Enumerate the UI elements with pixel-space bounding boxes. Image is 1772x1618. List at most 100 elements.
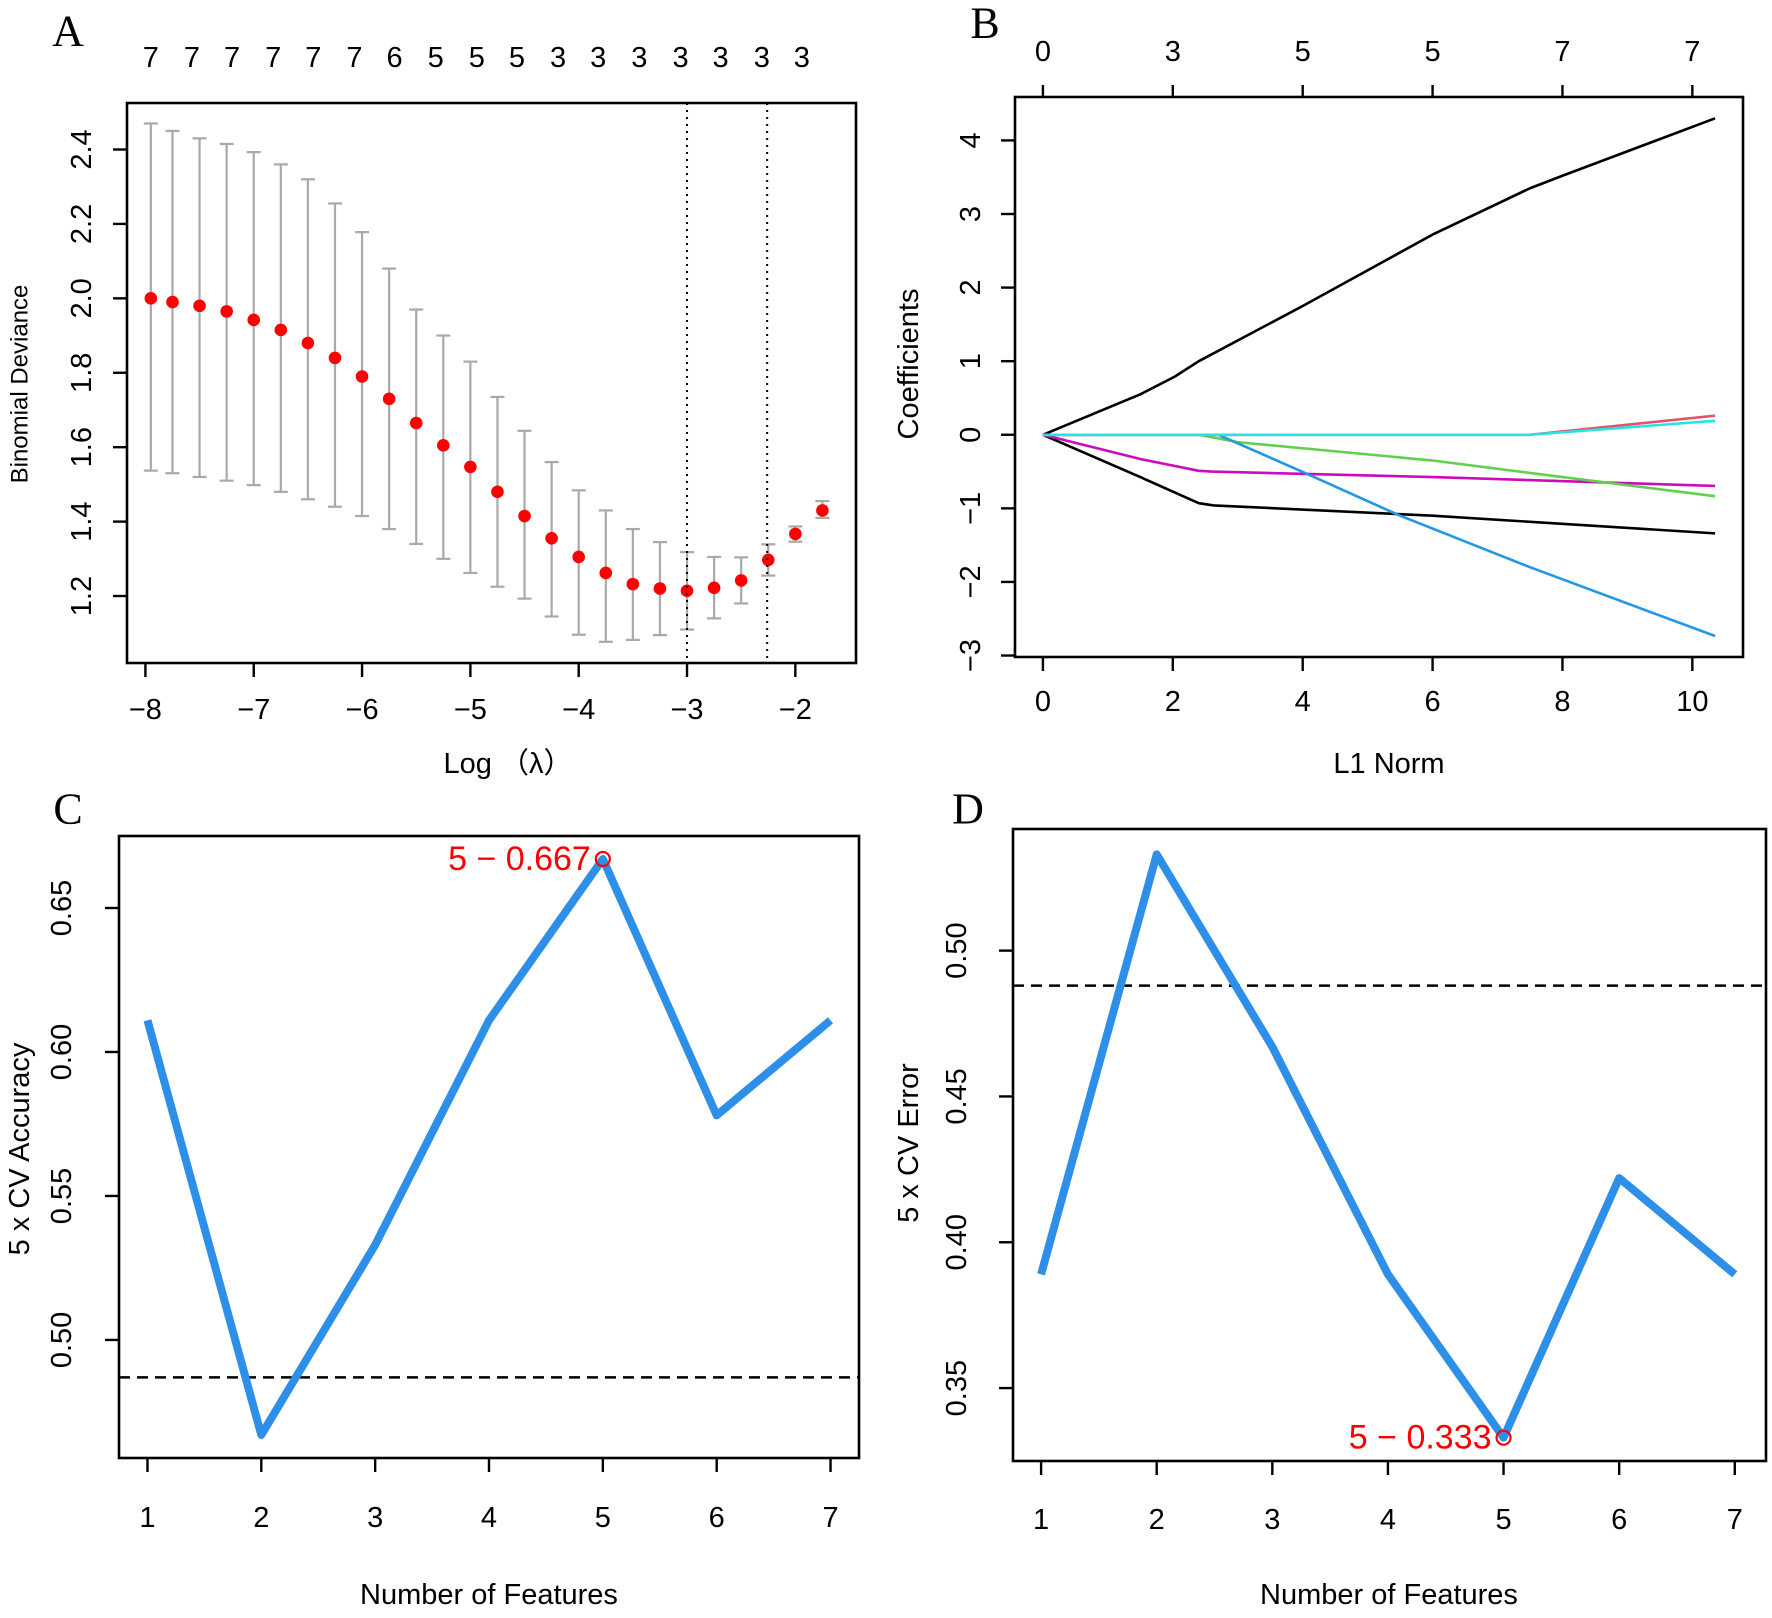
coef-path-var-red [1042, 414, 1716, 437]
mean-deviance-point [761, 553, 775, 567]
top-axis-label: 5 [1295, 36, 1311, 68]
mean-deviance-point [518, 509, 531, 523]
mean-deviance-point [409, 416, 423, 430]
mean-deviance-point [193, 299, 206, 313]
coef-path-var-black-up [1042, 117, 1716, 436]
mean-deviance-point [626, 577, 640, 591]
y-tick-label: 1.2 [66, 576, 98, 616]
top-axis-label: 7 [143, 42, 159, 74]
top-axis-label: 7 [184, 42, 200, 74]
mean-deviance-point [328, 351, 342, 365]
optimum-label: 5 − 0.333 [1349, 1419, 1492, 1457]
top-axis-label: 0 [1035, 36, 1051, 68]
top-axis-label: 5 [509, 42, 525, 74]
y-tick-label: 0.35 [941, 1360, 973, 1416]
optimum-marker [1495, 1429, 1512, 1446]
coef-path-var-blue [1042, 433, 1716, 638]
x-axis-title: Log （λ） [444, 748, 573, 780]
mean-deviance-point [247, 313, 261, 327]
y-tick-label: 0.45 [941, 1068, 973, 1124]
y-tick-label: −2 [955, 565, 987, 598]
y-tick-label: 3 [955, 206, 987, 222]
cv-series-line [143, 855, 834, 1439]
x-axis-title: L1 Norm [1333, 748, 1444, 780]
top-axis-label: 5 [1425, 36, 1441, 68]
y-tick-label: 0 [955, 427, 987, 443]
x-tick-label: 5 [1495, 1504, 1511, 1536]
x-tick-label: 10 [1676, 686, 1708, 718]
top-axis-label: 7 [305, 42, 321, 74]
x-tick-label: −6 [346, 694, 379, 726]
panel-c: C 5 − 0.667 1 2 3 4 5 6 7 0.50 0.55 0.60 0.65 Number … [4, 785, 861, 1611]
mean-deviance-point [572, 550, 585, 564]
x-tick-label: 3 [1264, 1504, 1280, 1536]
top-axis-label: 3 [590, 42, 606, 74]
y-tick-label: 2 [955, 280, 987, 296]
mean-deviance-point [491, 485, 504, 499]
panel-letter: D [952, 785, 984, 834]
x-tick-label: 1 [1033, 1504, 1049, 1536]
mean-deviance-point [464, 460, 477, 474]
x-axis-title: Number of Features [360, 1579, 618, 1611]
mean-deviance-point [545, 532, 558, 545]
top-axis-label: 3 [631, 42, 647, 74]
x-tick-label: 2 [253, 1502, 269, 1534]
x-tick-label: 6 [709, 1502, 725, 1534]
x-tick-label: 2 [1165, 686, 1181, 718]
mean-deviance-point [301, 336, 315, 350]
y-tick-label: 1.4 [66, 501, 98, 541]
x-tick-label: 1 [139, 1502, 155, 1534]
mean-deviance-point [274, 323, 288, 337]
mean-deviance-point [816, 504, 829, 517]
top-axis-label: 7 [1684, 36, 1700, 68]
top-axis-label: 7 [1554, 36, 1570, 68]
y-tick-label: 0.65 [46, 880, 78, 936]
x-axis-title: Number of Features [1260, 1579, 1518, 1611]
plot-box [117, 834, 861, 1460]
top-axis-label: 3 [713, 42, 729, 74]
y-axis-title: 5 x CV Accuracy [4, 1042, 36, 1255]
mean-deviance-point [707, 581, 721, 595]
top-axis-label: 7 [346, 42, 362, 74]
y-tick-label: 1 [955, 353, 987, 369]
cv-series-line [1037, 850, 1738, 1442]
x-tick-label: 4 [481, 1502, 497, 1534]
y-axis-title: Coefficients [893, 289, 925, 440]
mean-deviance-point [734, 574, 748, 587]
mean-deviance-point [436, 439, 450, 452]
optimum-marker [594, 850, 611, 868]
top-axis-label: 3 [754, 42, 770, 74]
x-tick-label: 5 [595, 1502, 611, 1534]
y-tick-label: 4 [955, 132, 987, 148]
top-axis-label: 5 [428, 42, 444, 74]
plot-box [125, 101, 858, 665]
y-tick-label: 0.55 [46, 1168, 78, 1224]
top-axis-label: 3 [550, 42, 566, 74]
y-tick-label: −1 [955, 492, 987, 525]
mean-deviance-point [144, 292, 158, 305]
y-axis-title: 5 x CV Error [893, 1063, 925, 1223]
x-tick-label: 8 [1554, 686, 1570, 718]
top-axis-label: 3 [672, 42, 688, 74]
plot-box [1013, 95, 1745, 659]
panel-b: B 0 2 4 6 8 10 −3 −2 −1 0 1 2 3 4 0 3 5 5 7 7 L1 Norm Coeffici… [893, 0, 1745, 780]
mean-deviance-point [355, 370, 369, 383]
top-axis-label: 3 [1165, 36, 1181, 68]
mean-deviance-point [789, 527, 802, 541]
x-tick-label: 7 [1727, 1504, 1743, 1536]
y-tick-label: 0.60 [46, 1024, 78, 1080]
x-tick-label: 3 [367, 1502, 383, 1534]
mean-deviance-point [220, 305, 233, 318]
y-tick-label: 2.0 [66, 278, 98, 318]
panel-a: A−8 −7 −6 −5 −4 −3 −21.21.41.61.82.02.22.47 7 7 7… [7, 7, 858, 780]
top-axis-label: 6 [386, 42, 402, 74]
y-tick-label: 0.50 [941, 922, 973, 978]
top-axis-label: 3 [794, 42, 810, 74]
y-axis-title: Binomial Deviance [7, 285, 34, 484]
optimum-label: 5 − 0.667 [448, 840, 591, 878]
panel-letter: C [53, 785, 82, 834]
coef-path-var-black-down [1042, 433, 1716, 535]
y-tick-label: −3 [955, 639, 987, 672]
x-tick-label: −4 [562, 694, 595, 726]
